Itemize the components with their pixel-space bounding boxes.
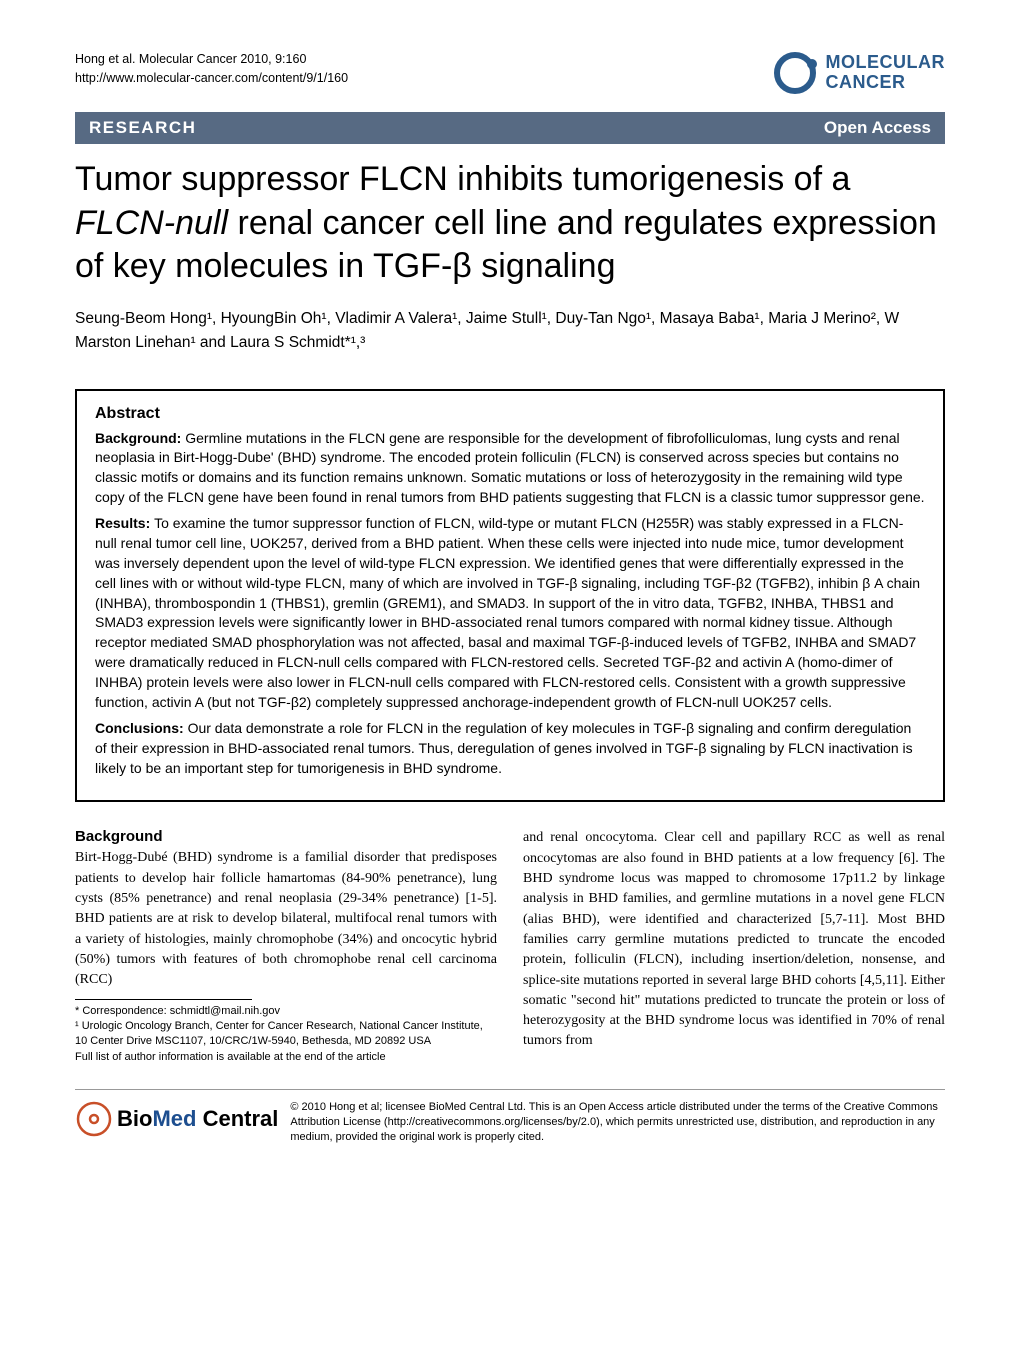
correspondence-email: * Correspondence: schmidtl@mail.nih.gov xyxy=(75,1004,497,1019)
abstract-results: Results: To examine the tumor suppressor… xyxy=(95,514,925,713)
correspondence-block: * Correspondence: schmidtl@mail.nih.gov … xyxy=(75,1004,497,1066)
correspondence-divider xyxy=(75,999,252,1000)
abstract-results-text: To examine the tumor suppressor function… xyxy=(95,515,920,710)
abstract-results-label: Results: xyxy=(95,515,154,531)
article-type: RESEARCH xyxy=(89,118,196,138)
col1-paragraph: Birt-Hogg-Dubé (BHD) syndrome is a famil… xyxy=(75,848,497,990)
abstract-conclusions-label: Conclusions: xyxy=(95,720,188,736)
title-part1: Tumor suppressor FLCN inhibits tumorigen… xyxy=(75,160,850,198)
bmc-bio: Bio xyxy=(117,1106,152,1131)
title-italic: FLCN-null xyxy=(75,204,228,242)
column-right: and renal oncocytoma. Clear cell and pap… xyxy=(523,828,945,1065)
bmc-wordmark: BioMed Central xyxy=(117,1106,278,1132)
citation-block: Hong et al. Molecular Cancer 2010, 9:160… xyxy=(75,50,348,88)
journal-name-line1: MOLECULAR xyxy=(826,53,946,73)
abstract-background-text: Germline mutations in the FLCN gene are … xyxy=(95,430,925,506)
page-header: Hong et al. Molecular Cancer 2010, 9:160… xyxy=(75,50,945,96)
column-left: Background Birt-Hogg-Dubé (BHD) syndrome… xyxy=(75,828,497,1065)
abstract-background: Background: Germline mutations in the FL… xyxy=(95,429,925,509)
background-heading: Background xyxy=(75,828,497,845)
license-block: BioMed Central © 2010 Hong et al; licens… xyxy=(75,1089,945,1145)
body-columns: Background Birt-Hogg-Dubé (BHD) syndrome… xyxy=(75,828,945,1065)
citation-line: Hong et al. Molecular Cancer 2010, 9:160 xyxy=(75,50,348,69)
biomed-central-logo: BioMed Central xyxy=(75,1100,278,1138)
author-list: Seung-Beom Hong¹, HyoungBin Oh¹, Vladimi… xyxy=(75,307,945,355)
access-label: Open Access xyxy=(824,118,931,138)
journal-name: MOLECULAR CANCER xyxy=(826,53,946,93)
abstract-conclusions: Conclusions: Our data demonstrate a role… xyxy=(95,719,925,779)
abstract-heading: Abstract xyxy=(95,405,925,423)
col2-paragraph: and renal oncocytoma. Clear cell and pap… xyxy=(523,828,945,1051)
journal-name-line2: CANCER xyxy=(826,73,946,93)
journal-logo: MOLECULAR CANCER xyxy=(772,50,946,96)
bmc-central: Central xyxy=(203,1106,279,1131)
journal-logo-icon xyxy=(772,50,818,96)
correspondence-fulllist: Full list of author information is avail… xyxy=(75,1050,497,1065)
license-text: © 2010 Hong et al; licensee BioMed Centr… xyxy=(290,1100,945,1145)
abstract-conclusions-text: Our data demonstrate a role for FLCN in … xyxy=(95,720,913,776)
article-title: Tumor suppressor FLCN inhibits tumorigen… xyxy=(75,158,945,289)
open-access-circle-icon xyxy=(75,1100,113,1138)
article-type-banner: RESEARCH Open Access xyxy=(75,112,945,144)
abstract-background-label: Background: xyxy=(95,430,185,446)
citation-url: http://www.molecular-cancer.com/content/… xyxy=(75,69,348,88)
abstract-box: Abstract Background: Germline mutations … xyxy=(75,389,945,803)
bmc-med: Med xyxy=(152,1106,202,1131)
correspondence-affiliation: ¹ Urologic Oncology Branch, Center for C… xyxy=(75,1019,497,1050)
